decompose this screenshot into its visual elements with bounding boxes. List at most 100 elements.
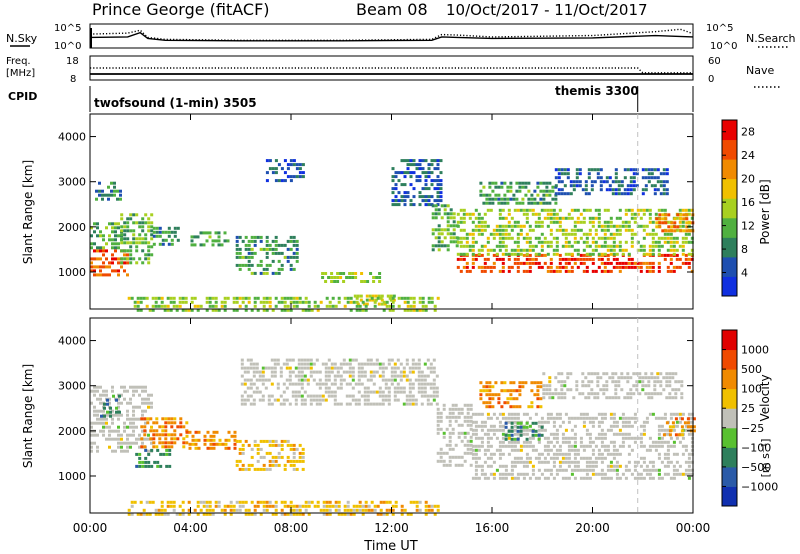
- echo-cell: [463, 443, 467, 447]
- echo-cell: [618, 232, 622, 236]
- echo-cell: [289, 179, 293, 183]
- echo-cell: [452, 236, 456, 240]
- echo-cell: [270, 366, 274, 370]
- echo-cell: [241, 300, 245, 304]
- echo-cell: [384, 382, 388, 386]
- echo-cell: [624, 220, 628, 224]
- echo-cell: [686, 425, 690, 429]
- echo-cell: [647, 180, 651, 184]
- echo-cell: [479, 381, 483, 385]
- echo-cell: [448, 423, 452, 427]
- echo-cell: [585, 412, 589, 416]
- echo-cell: [96, 421, 99, 425]
- echo-cell: [525, 257, 529, 261]
- echo-cell: [144, 397, 147, 401]
- echo-cell: [391, 512, 395, 516]
- echo-cell: [384, 386, 388, 390]
- echo-cell: [378, 386, 382, 390]
- echo-cell: [408, 394, 412, 398]
- echo-cell: [566, 192, 570, 196]
- echo-cell: [255, 378, 259, 382]
- echo-cell: [178, 300, 182, 304]
- echo-cell: [354, 398, 358, 402]
- echo-cell: [399, 370, 403, 374]
- echo-cell: [295, 467, 299, 471]
- echo-cell: [564, 261, 568, 265]
- echo-cell: [510, 236, 514, 240]
- echo-cell: [510, 460, 514, 464]
- echo-cell: [552, 424, 556, 428]
- echo-cell: [424, 512, 428, 516]
- echo-cell: [303, 366, 307, 370]
- echo-cell: [250, 512, 254, 516]
- echo-cell: [214, 308, 218, 312]
- echo-cell: [423, 394, 427, 398]
- echo-cell: [381, 362, 385, 366]
- echo-cell: [408, 370, 412, 374]
- echo-cell: [687, 252, 691, 256]
- echo-cell: [358, 504, 362, 508]
- echo-cell: [119, 189, 122, 193]
- echo-cell: [427, 187, 431, 191]
- echo-cell: [351, 398, 355, 402]
- echo-cell: [418, 308, 422, 312]
- echo-cell: [448, 435, 452, 439]
- echo-cell: [129, 441, 132, 445]
- echo-cell: [522, 253, 526, 257]
- echo-cell: [591, 440, 595, 444]
- echo-cell: [630, 208, 634, 212]
- echo-cell: [427, 171, 431, 175]
- echo-cell: [498, 212, 502, 216]
- echo-cell: [659, 372, 663, 376]
- echo-cell: [665, 168, 669, 172]
- echo-cell: [483, 420, 487, 424]
- echo-cell: [504, 421, 508, 425]
- echo-cell: [537, 460, 541, 464]
- echo-cell: [123, 233, 127, 237]
- echo-cell: [504, 216, 508, 220]
- echo-cell: [292, 504, 296, 508]
- echo-cell: [327, 390, 331, 394]
- echo-cell: [639, 440, 643, 444]
- echo-cell: [129, 249, 133, 253]
- echo-cell: [175, 512, 179, 516]
- echo-cell: [675, 460, 679, 464]
- echo-cell: [549, 212, 553, 216]
- echo-cell: [173, 433, 177, 437]
- x-axis-label: Time UT: [363, 539, 417, 554]
- echo-cell: [113, 181, 116, 185]
- echo-cell: [510, 464, 514, 468]
- echo-cell: [366, 386, 370, 390]
- echo-cell: [364, 508, 368, 512]
- echo-cell: [289, 300, 293, 304]
- echo-cell: [310, 500, 314, 504]
- echo-cell: [512, 193, 516, 197]
- echo-cell: [393, 366, 397, 370]
- echo-cell: [690, 472, 694, 476]
- echo-cell: [578, 184, 582, 188]
- echo-cell: [539, 181, 543, 185]
- echo-cell: [528, 253, 532, 257]
- echo-cell: [430, 183, 434, 187]
- echo-cell: [536, 201, 540, 205]
- echo-cell: [596, 376, 600, 380]
- echo-cell: [268, 504, 272, 508]
- echo-cell: [522, 425, 526, 429]
- echo-cell: [469, 407, 473, 411]
- echo-cell: [651, 236, 655, 240]
- echo-cell: [217, 243, 221, 247]
- echo-cell: [265, 235, 269, 239]
- echo-cell: [286, 247, 290, 251]
- echo-cell: [169, 500, 173, 504]
- echo-cell: [292, 451, 296, 455]
- echo-cell: [552, 269, 556, 273]
- echo-cell: [436, 504, 440, 508]
- echo-cell: [163, 508, 167, 512]
- echo-cell: [675, 228, 679, 232]
- echo-cell: [582, 456, 586, 460]
- echo-cell: [136, 512, 140, 516]
- colorbar-swatch: [722, 159, 737, 180]
- echo-cell: [199, 304, 203, 308]
- echo-cell: [542, 189, 546, 193]
- echo-cell: [579, 440, 583, 444]
